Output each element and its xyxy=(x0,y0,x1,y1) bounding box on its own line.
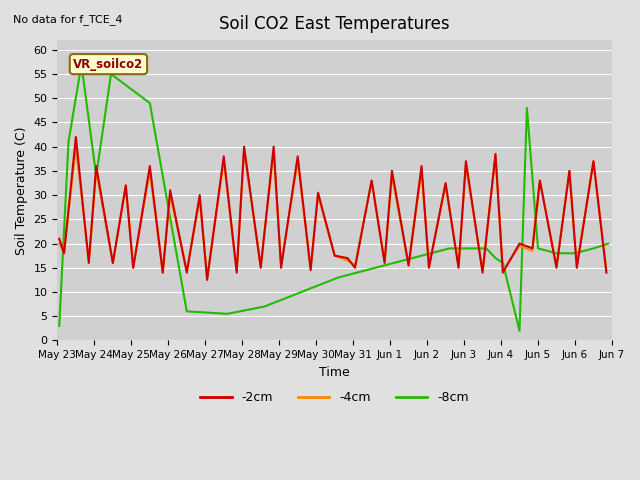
Legend: -2cm, -4cm, -8cm: -2cm, -4cm, -8cm xyxy=(195,386,474,409)
X-axis label: Time: Time xyxy=(319,366,350,379)
Title: Soil CO2 East Temperatures: Soil CO2 East Temperatures xyxy=(220,15,450,33)
Text: VR_soilco2: VR_soilco2 xyxy=(74,58,143,71)
Y-axis label: Soil Temperature (C): Soil Temperature (C) xyxy=(15,126,28,254)
Text: No data for f_TCE_4: No data for f_TCE_4 xyxy=(13,14,122,25)
